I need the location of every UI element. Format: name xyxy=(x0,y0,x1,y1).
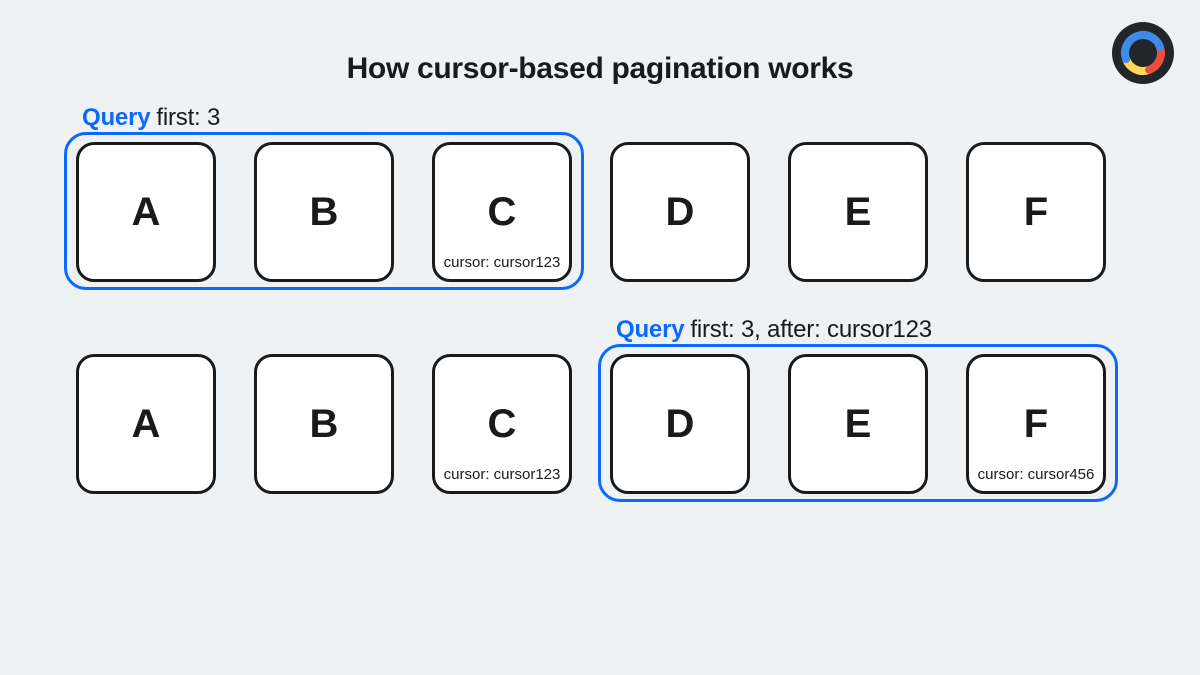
card-cursor-label: cursor: cursor123 xyxy=(435,254,569,271)
query-label-1: Queryfirst: 3 xyxy=(82,104,220,132)
card: A xyxy=(76,142,216,282)
card-letter: B xyxy=(310,190,339,235)
row-2: Queryfirst: 3, after: cursor123 ABCcurso… xyxy=(76,354,1200,494)
card-cursor-label: cursor: cursor456 xyxy=(969,466,1103,483)
card-letter: A xyxy=(132,402,161,447)
card: Ccursor: cursor123 xyxy=(432,142,572,282)
card-cursor-label: cursor: cursor123 xyxy=(435,466,569,483)
card: Fcursor: cursor456 xyxy=(966,354,1106,494)
query-word: Query xyxy=(616,316,684,343)
card-letter: E xyxy=(845,402,872,447)
card: Ccursor: cursor123 xyxy=(432,354,572,494)
card: B xyxy=(254,142,394,282)
card-letter: E xyxy=(845,190,872,235)
card-letter: F xyxy=(1024,190,1048,235)
card-letter: A xyxy=(132,190,161,235)
query-params: first: 3, after: cursor123 xyxy=(690,316,932,343)
cards-row-2: A B Ccursor: cursor123 D E Fcursor: cursor456 xyxy=(76,354,1200,494)
card: F xyxy=(966,142,1106,282)
card-letter: F xyxy=(1024,402,1048,447)
card-letter: C xyxy=(488,190,517,235)
card-letter: D xyxy=(666,190,695,235)
card: E xyxy=(788,142,928,282)
row-1: Queryfirst: 3 ABCcursor: cursor123DEF xyxy=(76,142,1200,282)
query-word: Query xyxy=(82,104,150,131)
brand-logo xyxy=(1112,22,1174,84)
card: B xyxy=(254,354,394,494)
card-letter: D xyxy=(666,402,695,447)
card: E xyxy=(788,354,928,494)
card-letter: B xyxy=(310,402,339,447)
query-label-2: Queryfirst: 3, after: cursor123 xyxy=(616,316,932,344)
cards-row-1: A B Ccursor: cursor123 D E F xyxy=(76,142,1200,282)
logo-c-icon xyxy=(1117,27,1169,79)
card: D xyxy=(610,354,750,494)
card: A xyxy=(76,354,216,494)
query-params: first: 3 xyxy=(156,104,220,131)
card: D xyxy=(610,142,750,282)
card-letter: C xyxy=(488,402,517,447)
diagram-title: How cursor-based pagination works xyxy=(0,0,1200,86)
